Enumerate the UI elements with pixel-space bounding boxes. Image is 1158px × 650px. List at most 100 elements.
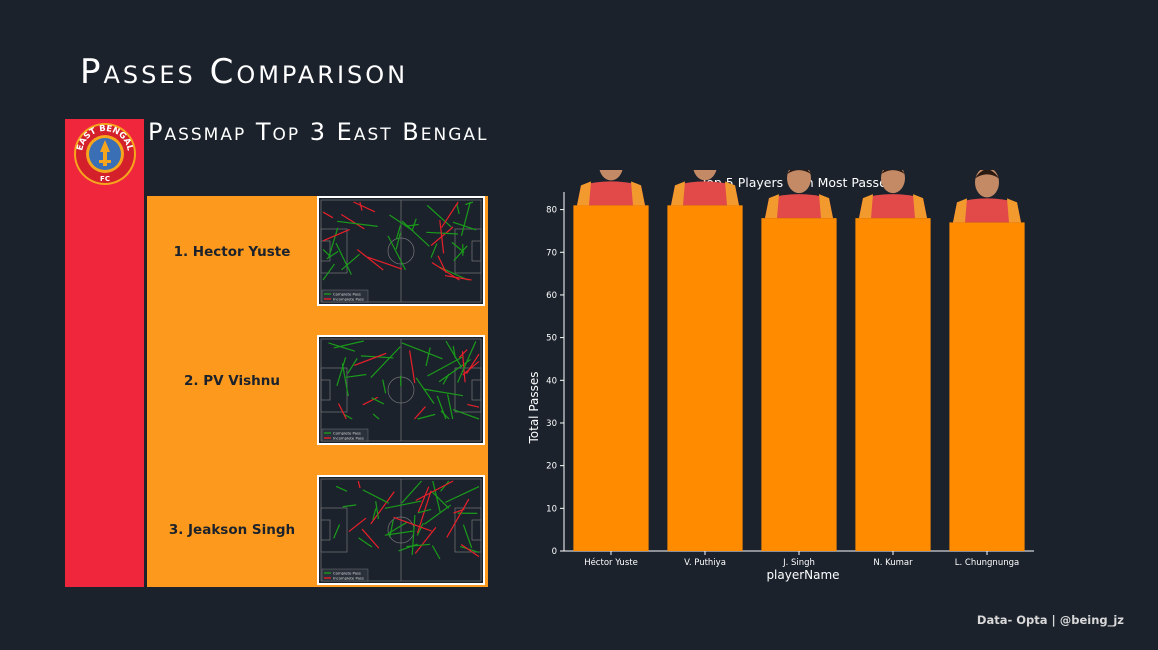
passmap-player-label: 2. PV Vishnu [184, 373, 280, 389]
incomplete-pass-line [357, 480, 361, 489]
complete-pass-line [453, 245, 468, 262]
complete-pass-line [426, 204, 452, 228]
complete-pass-line [326, 250, 339, 260]
passmap-panel: 1. Hector Yuste Complete Pass Incomplete … [147, 196, 488, 587]
y-tick-label: 30 [546, 419, 557, 429]
passmap-legend-box [321, 568, 369, 582]
incomplete-pass-line [461, 351, 466, 383]
complete-pass-line [452, 408, 480, 420]
page-title: Passes Comparison [80, 52, 409, 92]
complete-pass-line [465, 201, 474, 206]
complete-pass-line [389, 214, 414, 232]
player-photo [953, 167, 1021, 223]
complete-pass-line [398, 543, 418, 552]
complete-pass-line [426, 231, 458, 235]
incomplete-pass-line [416, 490, 432, 534]
incomplete-pass-line [393, 516, 432, 532]
legend-incomplete-label: Incomplete Pass [333, 436, 364, 441]
complete-pass-line [372, 413, 380, 420]
incomplete-pass-line [362, 396, 379, 406]
y-tick-label: 60 [546, 291, 557, 301]
complete-pass-line [395, 232, 402, 250]
complete-pass-line [328, 227, 339, 258]
complete-pass-line [382, 379, 387, 394]
complete-pass-line [333, 340, 364, 349]
x-tick-label: J. Singh [782, 558, 815, 568]
complete-pass-line [417, 508, 432, 514]
legend-complete-label: Complete Pass [333, 431, 361, 436]
incomplete-pass-line [417, 486, 430, 513]
incomplete-pass-line [370, 491, 395, 525]
incomplete-pass-line [458, 349, 468, 358]
incomplete-pass-line [356, 249, 384, 271]
bar [667, 205, 743, 551]
x-axis-label: playerName [766, 568, 839, 582]
x-tick-label: V. Puthiya [684, 558, 726, 568]
incomplete-pass-line [446, 498, 470, 538]
bar [761, 218, 837, 551]
player-jersey [671, 181, 739, 206]
complete-pass-line [337, 220, 378, 227]
complete-pass-line [335, 243, 352, 275]
complete-pass-line [451, 241, 465, 253]
complete-pass-line [452, 345, 457, 359]
complete-pass-line [459, 545, 480, 553]
legend-complete-label: Complete Pass [333, 571, 361, 576]
complete-pass-line [341, 363, 349, 397]
complete-pass-line [371, 397, 385, 405]
incomplete-pass-line [460, 544, 480, 558]
complete-pass-line [411, 514, 416, 555]
player-jersey [765, 194, 833, 219]
complete-pass-line [445, 340, 462, 368]
incomplete-pass-line [354, 352, 387, 367]
complete-pass-line [445, 486, 480, 503]
incomplete-pass-line [437, 255, 447, 273]
bar-chart-svg: Top 5 Players with Most Passes0102030405… [527, 150, 1034, 582]
complete-pass-line [411, 218, 417, 230]
complete-pass-line [440, 410, 450, 420]
legend-incomplete-label: Incomplete Pass [333, 576, 364, 581]
passmap-pitch: Complete Pass Incomplete Pass [317, 196, 485, 306]
complete-pass-line [462, 524, 473, 549]
complete-pass-line [440, 480, 450, 492]
complete-pass-line [406, 543, 431, 548]
complete-pass-line [333, 524, 341, 539]
passmap-pitch: Complete Pass Incomplete Pass [317, 335, 485, 445]
incomplete-pass-line [439, 220, 445, 254]
complete-pass-line [322, 249, 331, 257]
passmap-pitch: Complete Pass Incomplete Pass [317, 475, 485, 585]
complete-pass-line [370, 346, 401, 378]
logo-fc-text: FC [100, 175, 110, 183]
bar-chart: Top 5 Players with Most Passes0102030405… [520, 150, 1040, 590]
passmap-player-label: 1. Hector Yuste [173, 244, 291, 260]
complete-pass-line [347, 358, 358, 374]
complete-pass-line [345, 373, 367, 378]
complete-pass-line [335, 485, 348, 492]
complete-pass-line [341, 253, 360, 271]
incomplete-pass-line [348, 517, 367, 533]
bar [573, 205, 649, 551]
incomplete-pass-line [462, 360, 480, 376]
passmap-player-label: 3. Jeakson Singh [168, 522, 296, 538]
complete-pass-line [384, 500, 422, 509]
legend-complete-label: Complete Pass [333, 292, 361, 297]
complete-pass-line [417, 413, 436, 420]
y-axis-label: Total Passes [527, 371, 541, 444]
complete-pass-line [372, 508, 377, 521]
incomplete-pass-line [467, 403, 480, 408]
complete-pass-line [460, 201, 471, 236]
player-photo [577, 150, 645, 206]
incomplete-pass-line [444, 274, 472, 281]
x-tick-label: N. Kumar [873, 558, 913, 568]
incomplete-pass-line [414, 526, 437, 554]
section-subtitle: Passmap Top 3 East Bengal [148, 118, 489, 146]
complete-pass-line [375, 501, 380, 520]
complete-pass-line [395, 224, 402, 240]
x-tick-label: Héctor Yuste [584, 557, 638, 568]
incomplete-pass-line [415, 480, 454, 502]
complete-pass-line [436, 395, 447, 420]
complete-pass-line [446, 394, 454, 420]
incomplete-pass-line [367, 256, 403, 270]
